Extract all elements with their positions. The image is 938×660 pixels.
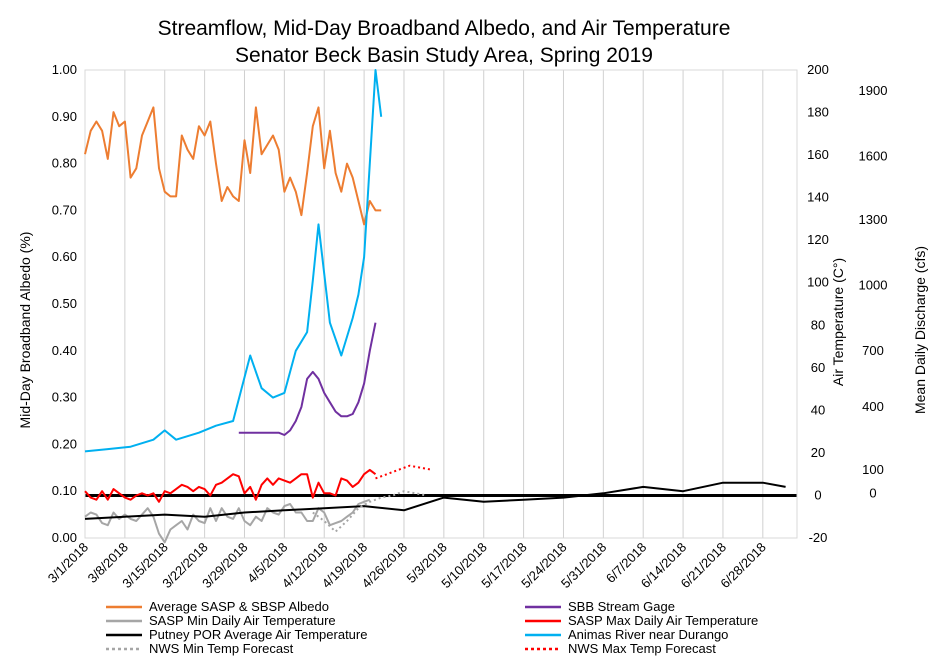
legend: Average SASP & SBSP Albedo SBB Stream Gag… [106, 599, 758, 656]
y-left-tick-label: 0.40 [52, 343, 77, 358]
y-left-tick-label: 0.00 [52, 530, 77, 545]
y-left-tick-label: 0.20 [52, 436, 77, 451]
y-far-right-tick-label: 0 [869, 486, 876, 501]
y-right-axis-label: Air Temperature (C°) [830, 258, 846, 386]
y-left-tick-label: 0.10 [52, 483, 77, 498]
y-far-right-tick-label: 700 [862, 343, 884, 358]
series-line-sasp-min-daily-air-temperature [84, 498, 371, 544]
y-right-tick-label: -20 [809, 530, 828, 545]
y-left-tick-label: 0.70 [52, 202, 77, 217]
y-right-tick-label: 80 [811, 317, 825, 332]
y-right-tick-label: 160 [807, 147, 829, 162]
y-right-tick-label: 40 [811, 402, 825, 417]
y-far-right-tick-label: 100 [862, 462, 884, 477]
legend-entry: Animas River near Durango [568, 627, 728, 642]
y-far-right-tick-label: 1000 [859, 277, 888, 292]
y-right-tick-label: 0 [814, 487, 821, 502]
series-group [84, 69, 786, 544]
y-left-tick-label: 0.90 [52, 109, 77, 124]
y-right-tick-label: 200 [807, 62, 829, 77]
gridlines [84, 70, 797, 538]
y-left-tick-label: 0.60 [52, 249, 77, 264]
y-far-right-tick-label: 1600 [859, 149, 888, 164]
y-right-tick-label: 100 [807, 275, 829, 290]
chart-subtitle: Senator Beck Basin Study Area, Spring 20… [235, 44, 653, 67]
y-right-tick-label: 60 [811, 360, 825, 375]
series-line-sbb-stream-gage [238, 322, 377, 436]
series-line-animas-river-near-durango [84, 69, 383, 453]
legend-entry: SASP Min Daily Air Temperature [149, 613, 336, 628]
series-line-average-sasp-sbsp-albedo [84, 106, 382, 226]
y-far-right-axis-label: Mean Daily Discharge (cfs) [912, 246, 928, 414]
y-left-tick-label: 0.80 [52, 156, 77, 171]
y-right-tick-label: 140 [807, 190, 829, 205]
y-right-tick-label: 20 [811, 445, 825, 460]
series-line-sasp-max-daily-air-temperature [84, 468, 377, 503]
legend-entry: Average SASP & SBSP Albedo [149, 599, 329, 614]
y-left-axis-label: Mid-Day Broadband Albedo (%) [17, 232, 33, 429]
y-left-tick-label: 0.50 [52, 296, 77, 311]
y-right-tick-label: 120 [807, 232, 829, 247]
legend-entry: NWS Max Temp Forecast [568, 641, 716, 656]
series-line-nws-min-temp-forecast [312, 490, 427, 533]
y-left-tick-label: 1.00 [52, 62, 77, 77]
legend-entry: NWS Min Temp Forecast [149, 641, 294, 656]
legend-entry: SASP Max Daily Air Temperature [568, 613, 758, 628]
series-line-putney-por-average-air-temperature [84, 481, 786, 520]
y-far-right-tick-label: 1900 [859, 83, 888, 98]
y-far-right-tick-label: 1300 [859, 212, 888, 227]
plot-area [84, 69, 798, 539]
y-right-tick-label: 180 [807, 105, 829, 120]
series-line-nws-max-temp-forecast [375, 464, 433, 480]
legend-entry: Putney POR Average Air Temperature [149, 627, 367, 642]
y-right-tick-labels: -20 0 20 40 60 80 100 120 140 160 180 200 [807, 62, 829, 545]
y-left-tick-label: 0.30 [52, 390, 77, 405]
chart-title: Streamflow, Mid-Day Broadband Albedo, an… [158, 17, 731, 40]
legend-entry: SBB Stream Gage [568, 599, 675, 614]
y-far-right-tick-label: 400 [862, 399, 884, 414]
y-left-tick-labels: 0.00 0.10 0.20 0.30 0.40 0.50 0.60 0.70 0.80 0.90… [52, 62, 77, 545]
